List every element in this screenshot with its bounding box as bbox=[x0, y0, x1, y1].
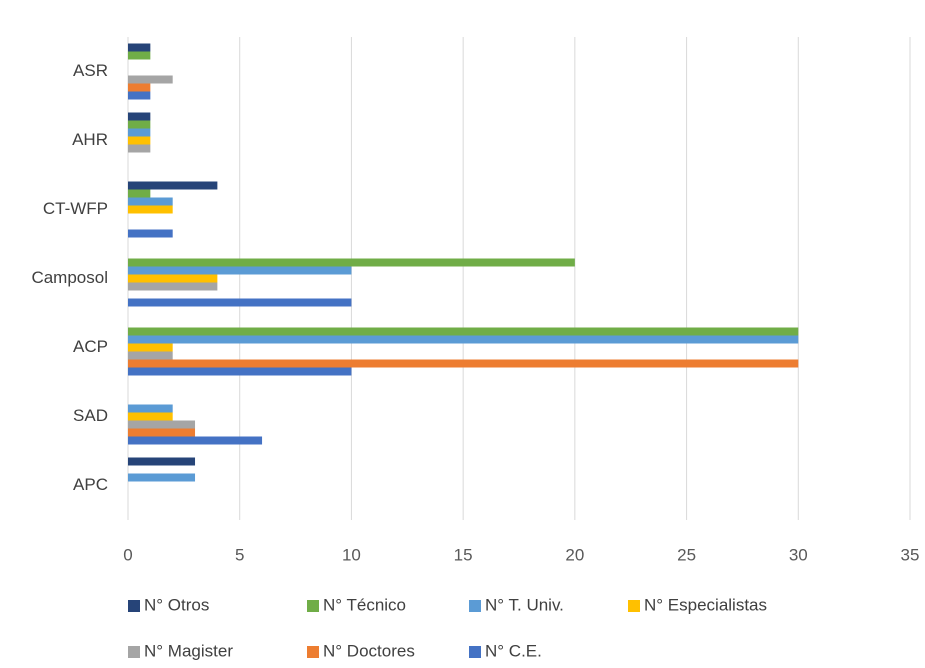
bar bbox=[128, 327, 799, 336]
y-tick-label: ASR bbox=[73, 61, 108, 80]
bar bbox=[128, 367, 352, 376]
bar bbox=[128, 83, 151, 92]
bar bbox=[128, 112, 151, 121]
y-tick-label: Camposol bbox=[31, 268, 108, 287]
bar bbox=[128, 359, 799, 368]
x-tick-label: 30 bbox=[789, 545, 808, 564]
legend-label: N° Técnico bbox=[323, 595, 406, 614]
bar bbox=[128, 144, 151, 153]
legend-swatch bbox=[628, 600, 640, 612]
bar bbox=[128, 351, 173, 360]
y-tick-label: APC bbox=[73, 475, 108, 494]
y-tick-label: CT-WFP bbox=[43, 199, 108, 218]
bar bbox=[128, 428, 196, 437]
bar bbox=[128, 404, 173, 413]
bar bbox=[128, 51, 151, 60]
legend-label: N° Doctores bbox=[323, 641, 415, 660]
bar bbox=[128, 120, 151, 129]
x-tick-label: 0 bbox=[123, 545, 132, 564]
legend-swatch bbox=[128, 646, 140, 658]
bar bbox=[128, 473, 196, 482]
bar bbox=[128, 298, 352, 307]
legend-label: N° Magister bbox=[144, 641, 233, 660]
legend-swatch bbox=[469, 600, 481, 612]
legend-swatch bbox=[307, 600, 319, 612]
bar bbox=[128, 335, 799, 344]
legend-label: N° Especialistas bbox=[644, 595, 767, 614]
y-tick-label: ACP bbox=[73, 337, 108, 356]
bar bbox=[128, 258, 575, 267]
x-tick-label: 15 bbox=[454, 545, 473, 564]
legend-swatch bbox=[128, 600, 140, 612]
bar bbox=[128, 91, 151, 100]
legend-label: N° Otros bbox=[144, 595, 209, 614]
bar bbox=[128, 229, 173, 238]
x-tick-label: 10 bbox=[342, 545, 361, 564]
bar bbox=[128, 457, 196, 466]
bar bbox=[128, 181, 218, 190]
bar bbox=[128, 420, 196, 429]
bar bbox=[128, 189, 151, 198]
bar bbox=[128, 266, 352, 275]
bar bbox=[128, 436, 263, 445]
x-tick-label: 35 bbox=[901, 545, 920, 564]
bar bbox=[128, 412, 173, 421]
y-tick-label: SAD bbox=[73, 406, 108, 425]
x-tick-label: 20 bbox=[565, 545, 584, 564]
x-tick-label: 5 bbox=[235, 545, 244, 564]
bar bbox=[128, 128, 151, 137]
bar bbox=[128, 343, 173, 352]
bar bbox=[128, 43, 151, 52]
legend-label: N° T. Univ. bbox=[485, 595, 564, 614]
legend-swatch bbox=[307, 646, 319, 658]
bar bbox=[128, 205, 173, 214]
bar bbox=[128, 75, 173, 84]
bar bbox=[128, 282, 218, 291]
legend-swatch bbox=[469, 646, 481, 658]
bar bbox=[128, 197, 173, 206]
legend-label: N° C.E. bbox=[485, 641, 542, 660]
bar bbox=[128, 136, 151, 145]
y-tick-label: AHR bbox=[72, 130, 108, 149]
bar bbox=[128, 274, 218, 283]
x-tick-label: 25 bbox=[677, 545, 696, 564]
